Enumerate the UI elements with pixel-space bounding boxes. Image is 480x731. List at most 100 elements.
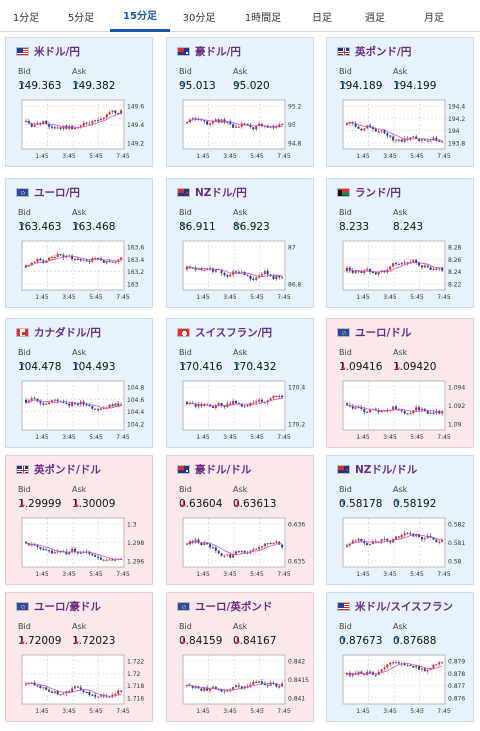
mini-candle-chart[interactable]: 95.2 95 94.8 1:45 3:45 5:45 7:45: [173, 96, 309, 166]
x-tick-label: 1:45: [196, 708, 210, 715]
mini-candle-chart[interactable]: 1.722 1.72 1.718 1.716 1:45 3:45 5:45 7:45: [12, 651, 148, 721]
candle-body: [420, 408, 423, 411]
candle-body: [263, 683, 266, 686]
currency-pair-name[interactable]: ユーロ/英ポンド: [195, 601, 273, 613]
tab-3[interactable]: 30分足: [182, 12, 216, 24]
tab-5[interactable]: 日足: [312, 12, 332, 24]
x-tick-label: 5:45: [410, 708, 424, 715]
candle-body: [191, 118, 194, 120]
currency-pair-name[interactable]: 英ポンド/ドル: [34, 464, 101, 476]
tab-0[interactable]: 1分足: [12, 12, 40, 24]
candle-body: [48, 402, 51, 404]
mini-candle-chart[interactable]: 1.3 1.298 1.296 1:45 3:45 5:45 7:45: [12, 514, 148, 584]
currency-pair-name[interactable]: 米ドル/スイスフラン: [355, 601, 454, 613]
mini-candle-chart[interactable]: 104.8 104.6 104.4 104.2 1:45 3:45 5:45 7:45: [12, 377, 148, 447]
tab-4[interactable]: 1時間足: [244, 12, 282, 24]
mini-candle-chart[interactable]: 0.879 0.878 0.877 0.876 1:45 3:45 5:45 7:45: [333, 651, 469, 721]
candle-body: [237, 685, 240, 687]
candle-body: [383, 538, 386, 540]
rate-card[interactable]: 豪ドル/ドル Bid Ask ↓ 0.63604 ↓ 0.63613 0.636 0.635 1:…: [166, 455, 314, 585]
mini-candle-chart[interactable]: 163.6 163.4 163.2 163 1:45 3:45 5:45 7:45: [12, 237, 148, 307]
candle-body: [117, 113, 120, 115]
candle-body: [275, 541, 278, 544]
tab-2[interactable]: 15分足: [110, 0, 170, 32]
currency-pair-name[interactable]: 豪ドル/円: [195, 46, 241, 58]
y-tick-label: 1.72: [127, 671, 141, 678]
y-tick-label: 95.2: [288, 104, 302, 111]
candle-body: [237, 551, 240, 553]
mini-candle-chart[interactable]: 0.582 0.581 0.58 1:45 3:45 5:45 7:45: [333, 514, 469, 584]
y-tick-label: 94.8: [288, 141, 302, 148]
candle-body: [91, 121, 94, 124]
rate-card[interactable]: ランド/円 Bid Ask 8.233 8.243 8.28 8.26 8.24 8.22 1:4…: [326, 178, 474, 308]
tab-1[interactable]: 5分足: [67, 12, 95, 24]
flag-icon: [337, 602, 350, 611]
candle-body: [240, 403, 243, 407]
currency-pair-name[interactable]: 米ドル/円: [34, 46, 80, 58]
rate-card[interactable]: ユーロ/ドル Bid Ask ↓ 1.09416 ↓ 1.09420 1.094 1.092 1.…: [326, 318, 474, 448]
rate-card[interactable]: 米ドル/円 Bid Ask ↑ 149.363 ↑ 149.382 149.6 149.4 149…: [5, 37, 153, 167]
currency-pair-name[interactable]: ユーロ/ドル: [355, 327, 412, 339]
y-tick-label: 149.2: [127, 141, 144, 148]
currency-pair-name[interactable]: ユーロ/豪ドル: [34, 601, 101, 613]
currency-pair-name[interactable]: ユーロ/円: [34, 187, 80, 199]
candle-body: [62, 401, 65, 404]
ask-label: Ask: [233, 348, 248, 357]
candle-body: [97, 257, 100, 259]
candle-body: [220, 119, 223, 123]
candle-body: [206, 121, 209, 125]
candle-body: [383, 667, 386, 670]
candle-body: [197, 404, 200, 407]
rate-card[interactable]: ユーロ/英ポンド Bid Ask ↓ 0.84159 ↓ 0.84167 0.842 0.841…: [166, 592, 314, 722]
currency-pair-name[interactable]: 英ポンド/円: [355, 46, 412, 58]
currency-pair-name[interactable]: カナダドル/円: [34, 327, 101, 339]
candle-body: [278, 541, 281, 545]
rate-card[interactable]: カナダドル/円 Bid Ask ↑ 104.478 ↑ 104.493 104.8 104.6 1…: [5, 318, 153, 448]
rate-card[interactable]: NZドル/ドル Bid Ask ↑ 0.58178 ↑ 0.58192 0.582 0.581 0…: [326, 455, 474, 585]
candle-body: [360, 538, 363, 542]
currency-pair-name[interactable]: 豪ドル/ドル: [195, 464, 252, 476]
currency-pair-name[interactable]: NZドル/円: [195, 187, 247, 199]
rate-card[interactable]: スイスフラン/円 Bid Ask ↑ 170.416 ↑ 170.432 170.4 170.2…: [166, 318, 314, 448]
rate-card[interactable]: 英ポンド/ドル Bid Ask ↓ 1.29999 ↓ 1.30009 1.3 1.298 1.2…: [5, 455, 153, 585]
currency-pair-name[interactable]: スイスフラン/円: [195, 327, 273, 339]
direction-arrow-icon: ↑: [72, 80, 81, 92]
rate-card[interactable]: 英ポンド/円 Bid Ask ↑ 194.189 ↑ 194.199 194.4 194.2 19…: [326, 37, 474, 167]
candle-body: [76, 404, 79, 406]
mini-candle-chart[interactable]: 170.4 170.2 1:45 3:45 5:45 7:45: [173, 377, 309, 447]
candle-body: [206, 542, 209, 545]
candle-body: [105, 559, 108, 561]
mini-candle-chart[interactable]: 194.4 194.2 194 193.8 1:45 3:45 5:45 7:45: [333, 96, 469, 166]
mini-candle-chart[interactable]: 0.842 0.8415 0.841 1:45 3:45 5:45 7:45: [173, 651, 309, 721]
candle-body: [114, 693, 117, 695]
ask-value: ↑ 149.382: [72, 80, 116, 92]
moving-average-line: [25, 255, 122, 266]
currency-pair-name[interactable]: NZドル/ドル: [355, 464, 418, 476]
currency-pair-name[interactable]: ランド/円: [355, 187, 401, 199]
mini-candle-chart[interactable]: 1.094 1.092 1.09 1:45 3:45 5:45 7:45: [333, 377, 469, 447]
tab-7[interactable]: 月足: [424, 12, 444, 24]
ask-label: Ask: [393, 348, 408, 357]
mini-candle-chart[interactable]: 87 86.8 1:45 3:45 5:45 7:45: [173, 237, 309, 307]
candle-body: [400, 534, 403, 538]
rate-card[interactable]: 米ドル/スイスフラン Bid Ask ↑ 0.87673 ↑ 0.87688 0.879 0.8…: [326, 592, 474, 722]
candle-body: [108, 261, 111, 263]
rate-card[interactable]: ユーロ/円 Bid Ask ↑ 163.463 ↑ 163.468 163.6 163.4 163…: [5, 178, 153, 308]
tab-6[interactable]: 週足: [365, 12, 385, 24]
rate-card[interactable]: 豪ドル/円 Bid Ask ↑ 95.013 ↑ 95.020 95.2 95 94.8 1:45 3…: [166, 37, 314, 167]
y-tick-label: 86.8: [288, 282, 302, 289]
rate-card[interactable]: ユーロ/豪ドル Bid Ask ↓ 1.72009 ↓ 1.72023 1.722 1.72 1.…: [5, 592, 153, 722]
x-tick-label: 7:45: [277, 434, 291, 441]
mini-candle-chart[interactable]: 149.6 149.4 149.2 1:45 3:45 5:45 7:45: [12, 96, 148, 166]
candle-body: [88, 260, 91, 262]
mini-candle-chart[interactable]: 8.28 8.26 8.24 8.22 1:45 3:45 5:45 7:45: [333, 237, 469, 307]
candle-body: [240, 271, 243, 273]
candle-body: [99, 118, 102, 121]
candle-body: [235, 401, 237, 404]
rate-card[interactable]: NZドル/円 Bid Ask ↑ 86.911 ↑ 86.923 87 86.8 1:45 3:45…: [166, 178, 314, 308]
candle-body: [223, 555, 226, 557]
x-tick-label: 3:45: [223, 708, 237, 715]
candle-body: [194, 403, 197, 407]
candle-body: [56, 691, 59, 695]
mini-candle-chart[interactable]: 0.636 0.635 1:45 3:45 5:45 7:45: [173, 514, 309, 584]
